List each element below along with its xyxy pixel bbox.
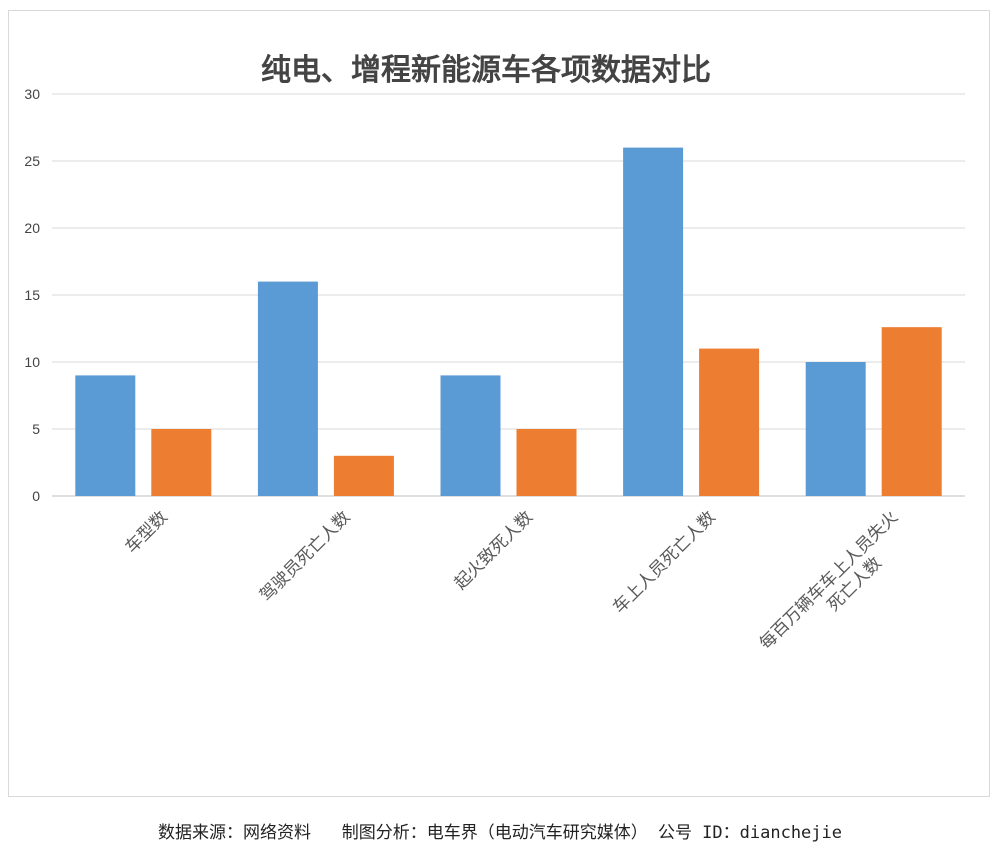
- category-label-line: 车型数: [122, 507, 172, 557]
- category-label: 起火致死人数: [451, 507, 537, 593]
- y-tick-label: 20: [24, 220, 40, 236]
- category-label-line: 车上人员死亡人数: [609, 507, 719, 617]
- y-axis-ticks: 0 5 10 15 20 25 30: [24, 86, 40, 504]
- y-tick-label: 15: [24, 287, 40, 303]
- x-axis-labels: 车型数 驾驶员死亡人数 起火致死人数 车上人员死亡人数 每百万辆车车上人员失火死亡人数: [122, 507, 917, 668]
- bar-series-2: [333, 455, 394, 496]
- y-tick-label: 25: [24, 153, 40, 169]
- bars: [75, 147, 942, 496]
- bar-series-1: [75, 375, 136, 496]
- category-label-line: 起火致死人数: [451, 507, 537, 593]
- bar-series-1: [805, 362, 866, 496]
- bar-series-1: [623, 147, 684, 496]
- bar-series-2: [151, 429, 212, 496]
- category-label: 车型数: [122, 507, 172, 557]
- y-tick-label: 5: [32, 421, 40, 437]
- bar-series-2: [699, 348, 760, 496]
- chart-title: 纯电、增程新能源车各项数据对比: [261, 53, 711, 88]
- bar-series-1: [257, 281, 318, 496]
- bar-series-1: [440, 375, 501, 496]
- bar-chart: 纯电、增程新能源车各项数据对比 0 5 10 15 20 25 30 车型数 驾驶员死亡人数 起…: [24, 53, 965, 668]
- source-footer: 数据来源：网络资料 制图分析：电车界（电动汽车研究媒体） 公号 ID：dianc…: [158, 823, 842, 843]
- category-label-line: 驾驶员死亡人数: [256, 507, 354, 605]
- bar-series-2: [881, 327, 942, 496]
- category-label: 每百万辆车车上人员失火死亡人数: [756, 507, 917, 668]
- y-tick-label: 0: [32, 488, 40, 504]
- category-label-line: 每百万辆车车上人员失火: [756, 507, 902, 653]
- y-tick-label: 30: [24, 86, 40, 102]
- bar-series-2: [516, 429, 577, 496]
- category-label: 驾驶员死亡人数: [256, 507, 354, 605]
- category-label: 车上人员死亡人数: [609, 507, 719, 617]
- y-tick-label: 10: [24, 354, 40, 370]
